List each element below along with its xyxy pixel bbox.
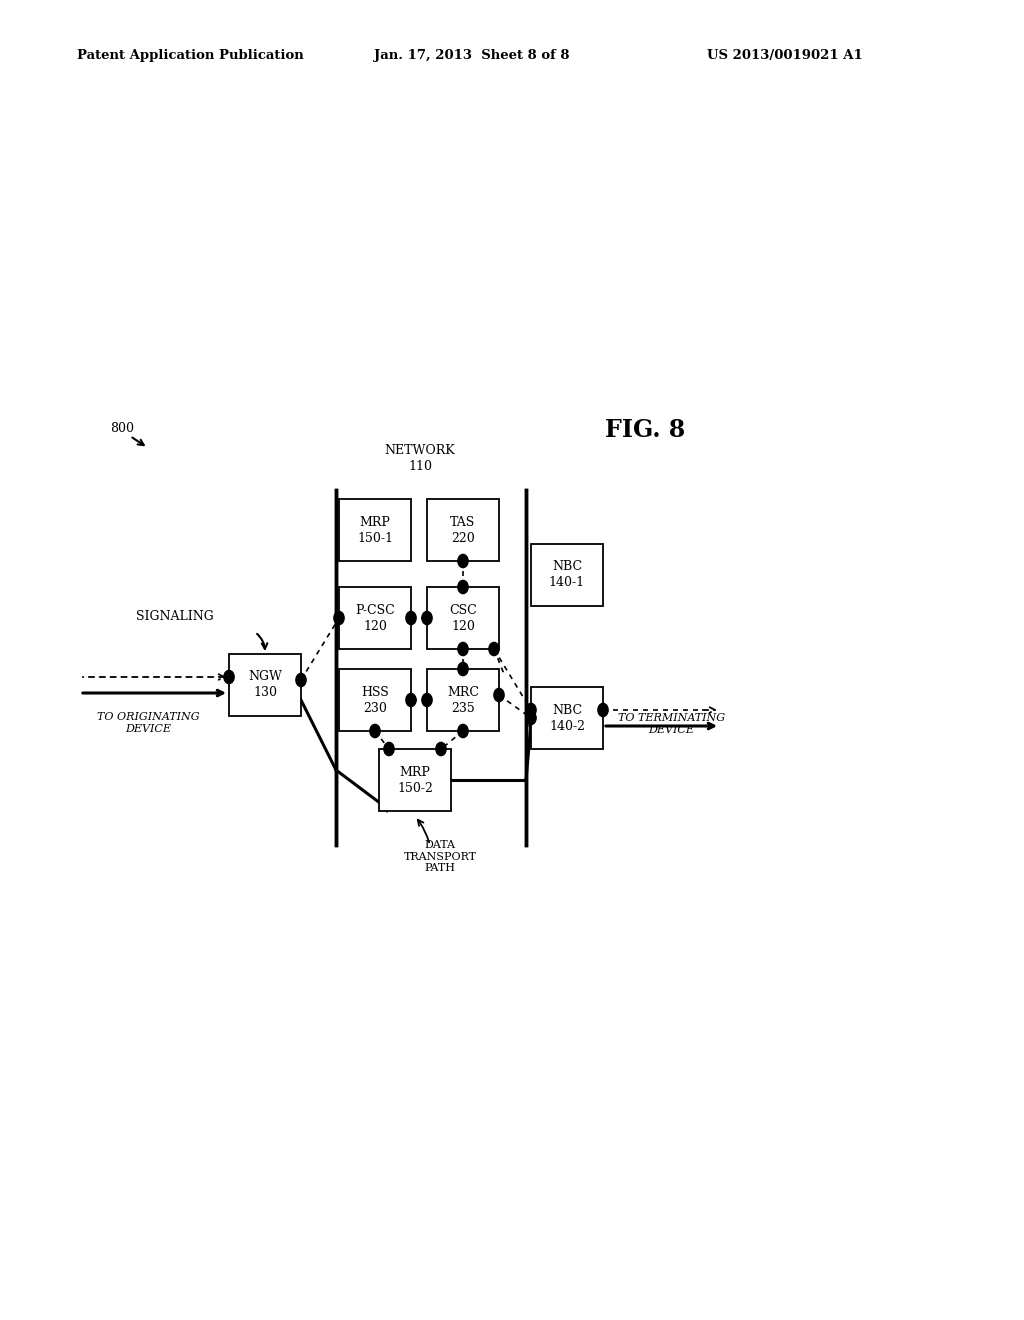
FancyBboxPatch shape (229, 653, 301, 715)
Text: P-CSC
120: P-CSC 120 (355, 603, 395, 632)
Circle shape (458, 663, 468, 676)
Circle shape (406, 611, 416, 624)
Text: HSS
230: HSS 230 (361, 685, 389, 714)
Text: NGW
130: NGW 130 (248, 671, 282, 700)
Text: FIG. 8: FIG. 8 (605, 418, 685, 442)
Circle shape (458, 643, 468, 656)
Text: MRP
150-2: MRP 150-2 (397, 766, 433, 795)
Circle shape (384, 742, 394, 755)
Text: TAS
220: TAS 220 (451, 516, 475, 544)
FancyBboxPatch shape (427, 499, 499, 561)
Circle shape (436, 742, 446, 755)
FancyBboxPatch shape (531, 544, 603, 606)
Circle shape (370, 725, 380, 738)
Circle shape (458, 725, 468, 738)
FancyBboxPatch shape (427, 669, 499, 731)
Text: MRP
150-1: MRP 150-1 (357, 516, 393, 544)
Circle shape (422, 611, 432, 624)
Text: Patent Application Publication: Patent Application Publication (77, 49, 303, 62)
Text: NBC
140-2: NBC 140-2 (549, 704, 585, 733)
Text: CSC
120: CSC 120 (450, 603, 477, 632)
Circle shape (334, 611, 344, 624)
Text: Jan. 17, 2013  Sheet 8 of 8: Jan. 17, 2013 Sheet 8 of 8 (374, 49, 569, 62)
Text: TO ORIGINATING
DEVICE: TO ORIGINATING DEVICE (96, 711, 200, 734)
Circle shape (488, 643, 499, 656)
Circle shape (458, 581, 468, 594)
Circle shape (458, 554, 468, 568)
FancyBboxPatch shape (379, 748, 451, 810)
FancyBboxPatch shape (339, 499, 411, 561)
Circle shape (526, 704, 537, 717)
Text: SIGNALING: SIGNALING (136, 610, 214, 623)
Text: DATA
TRANSPORT
PATH: DATA TRANSPORT PATH (403, 840, 476, 874)
Circle shape (494, 689, 504, 702)
Text: NBC
140-1: NBC 140-1 (549, 561, 585, 590)
FancyBboxPatch shape (339, 669, 411, 731)
Circle shape (296, 673, 306, 686)
FancyBboxPatch shape (427, 587, 499, 649)
Circle shape (406, 693, 416, 706)
FancyBboxPatch shape (531, 686, 603, 748)
FancyBboxPatch shape (339, 587, 411, 649)
Text: 800: 800 (110, 421, 134, 434)
Circle shape (224, 671, 234, 684)
Circle shape (526, 711, 537, 725)
Text: US 2013/0019021 A1: US 2013/0019021 A1 (707, 49, 862, 62)
Text: TO TERMINATING
DEVICE: TO TERMINATING DEVICE (618, 713, 725, 735)
Text: NETWORK
110: NETWORK 110 (385, 444, 456, 473)
Circle shape (422, 693, 432, 706)
Text: MRC
235: MRC 235 (447, 685, 479, 714)
Circle shape (598, 704, 608, 717)
